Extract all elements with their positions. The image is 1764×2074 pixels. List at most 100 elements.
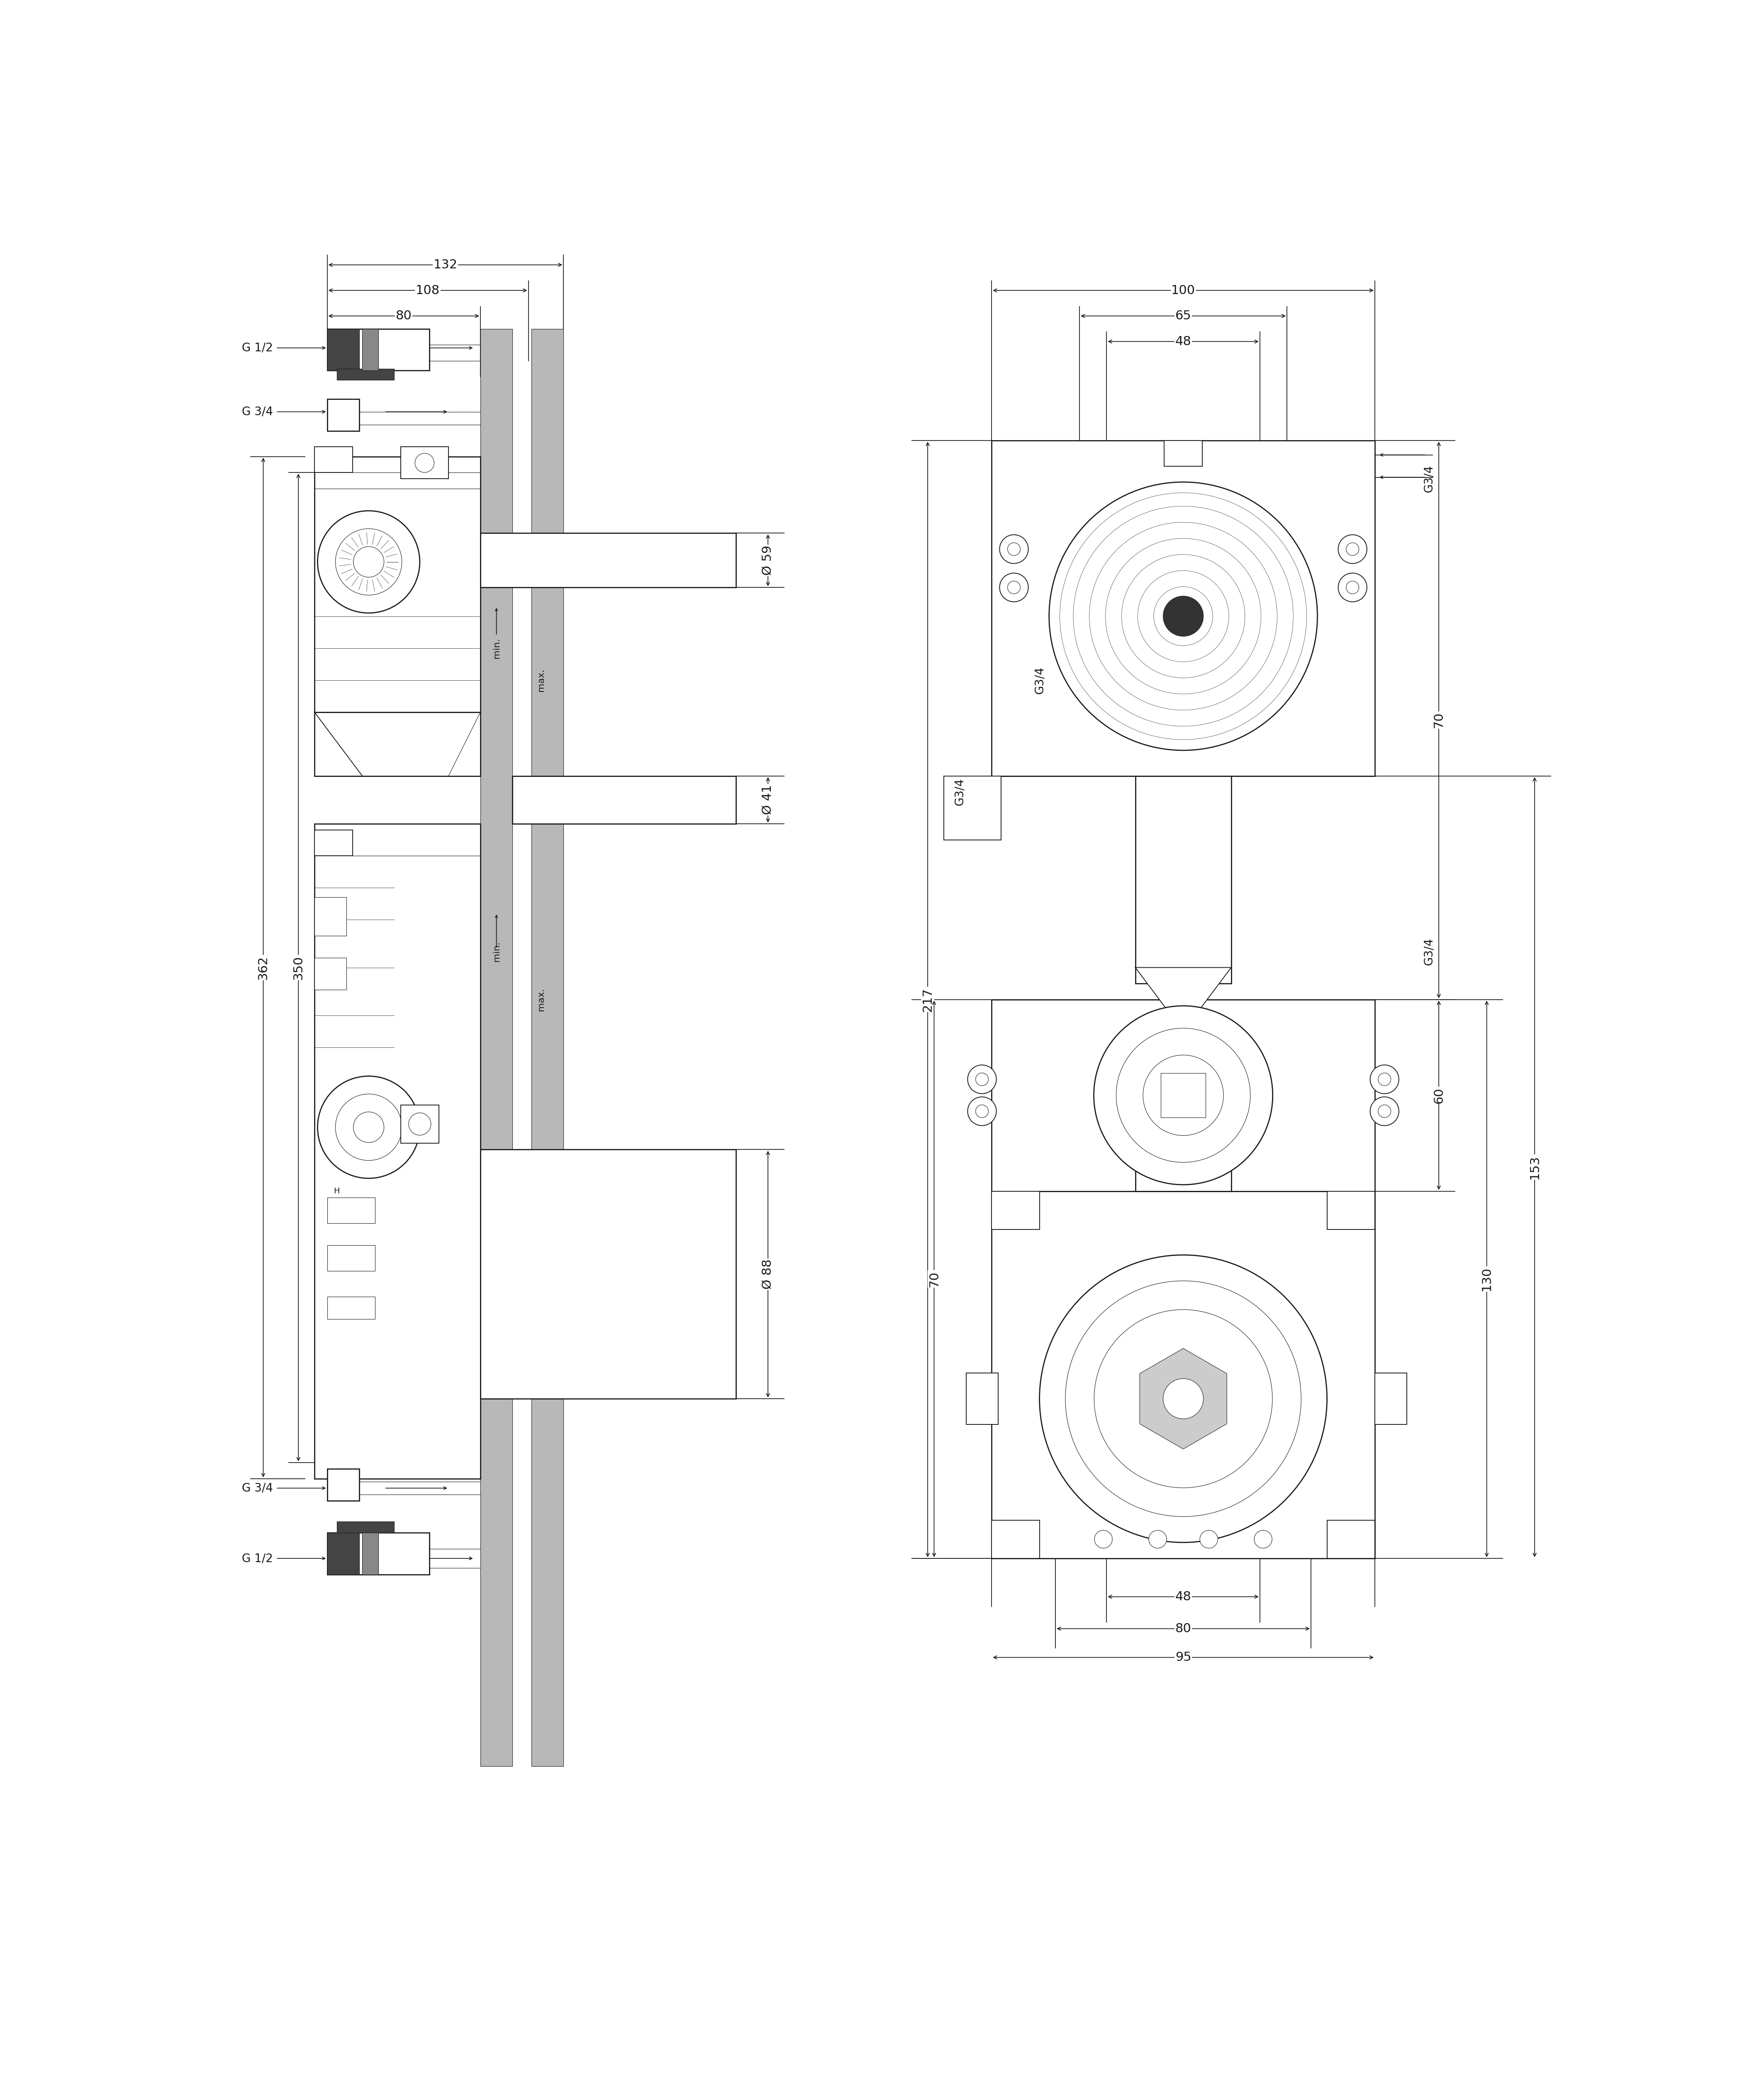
Bar	[1327, 1520, 1374, 1558]
Bar	[314, 711, 480, 776]
Bar	[480, 533, 736, 587]
Text: 95: 95	[1175, 1651, 1191, 1663]
Bar	[400, 446, 448, 479]
Circle shape	[1000, 535, 1028, 564]
Bar	[400, 446, 448, 479]
Circle shape	[1007, 581, 1020, 593]
Circle shape	[1254, 1531, 1272, 1547]
Bar	[326, 1197, 376, 1224]
Circle shape	[318, 510, 420, 614]
Text: G 1/2: G 1/2	[242, 342, 273, 355]
Bar	[991, 1520, 1039, 1558]
Text: H: H	[333, 1186, 340, 1195]
Text: G 3/4: G 3/4	[242, 1483, 273, 1493]
Text: max.: max.	[536, 987, 545, 1010]
Bar	[314, 958, 346, 989]
Bar	[326, 398, 360, 431]
Bar	[314, 456, 480, 711]
Text: 350: 350	[293, 956, 305, 979]
Text: 80: 80	[1175, 1622, 1191, 1634]
Circle shape	[353, 1112, 385, 1143]
Bar	[1161, 1072, 1205, 1118]
Text: 132: 132	[434, 259, 457, 272]
Bar	[1136, 1031, 1231, 1190]
Text: 100: 100	[1171, 284, 1196, 297]
Bar	[531, 328, 563, 1767]
Text: G3/4: G3/4	[1034, 666, 1046, 695]
Bar	[1374, 1373, 1408, 1425]
Circle shape	[335, 529, 402, 595]
Bar	[400, 1105, 439, 1143]
Polygon shape	[1140, 1348, 1226, 1450]
Circle shape	[1200, 1531, 1217, 1547]
Circle shape	[1007, 543, 1020, 556]
Circle shape	[1162, 1379, 1203, 1419]
Bar	[314, 823, 480, 1479]
Circle shape	[1371, 1097, 1399, 1126]
Circle shape	[975, 1105, 988, 1118]
Circle shape	[409, 1114, 430, 1134]
Circle shape	[335, 1093, 402, 1161]
Circle shape	[1050, 481, 1318, 751]
Bar	[967, 1373, 998, 1425]
Bar	[326, 330, 360, 371]
Circle shape	[975, 1072, 988, 1085]
Bar	[1327, 1190, 1374, 1230]
Text: 108: 108	[416, 284, 439, 297]
Circle shape	[1000, 572, 1028, 601]
Text: min.: min.	[492, 639, 501, 657]
Bar	[326, 1468, 360, 1502]
Text: 60: 60	[1432, 1087, 1445, 1103]
Circle shape	[1378, 1072, 1390, 1085]
Text: Ø 41: Ø 41	[762, 784, 774, 815]
Circle shape	[1346, 581, 1358, 593]
Polygon shape	[1136, 966, 1231, 1031]
Bar	[991, 440, 1374, 776]
Bar	[337, 1522, 393, 1533]
Bar	[326, 1533, 429, 1574]
Circle shape	[968, 1097, 997, 1126]
Text: 48: 48	[1175, 1591, 1191, 1603]
Text: G3/4: G3/4	[1424, 937, 1434, 964]
Bar	[314, 898, 346, 935]
Bar	[337, 369, 393, 380]
Bar	[326, 1296, 376, 1319]
Bar	[480, 1149, 736, 1398]
Text: 65: 65	[1175, 309, 1191, 321]
Bar	[326, 330, 429, 371]
Text: 130: 130	[1480, 1267, 1492, 1290]
Text: G 3/4: G 3/4	[242, 407, 273, 417]
Bar	[362, 330, 377, 371]
Circle shape	[1094, 1006, 1272, 1184]
Circle shape	[353, 548, 385, 577]
Bar	[314, 830, 353, 857]
Text: 48: 48	[1175, 336, 1191, 348]
Circle shape	[1162, 595, 1203, 637]
Bar	[326, 1244, 376, 1271]
Circle shape	[1148, 1531, 1166, 1547]
Bar	[1136, 776, 1231, 983]
Circle shape	[318, 1076, 420, 1178]
Text: Ø 88: Ø 88	[762, 1259, 774, 1290]
Text: min.: min.	[492, 942, 501, 962]
Text: G3/4: G3/4	[954, 778, 965, 805]
Circle shape	[1339, 572, 1367, 601]
Text: G3/4: G3/4	[1424, 465, 1434, 492]
Text: 153: 153	[1529, 1155, 1540, 1180]
Circle shape	[1346, 543, 1358, 556]
Bar	[480, 328, 512, 1767]
Circle shape	[1039, 1255, 1327, 1543]
Text: max.: max.	[536, 668, 545, 691]
Bar	[326, 1533, 360, 1574]
Text: 80: 80	[395, 309, 411, 321]
Bar	[362, 1533, 377, 1574]
Circle shape	[1094, 1531, 1113, 1547]
Bar	[314, 446, 353, 473]
Bar	[991, 1190, 1039, 1230]
Circle shape	[968, 1064, 997, 1093]
Text: 217: 217	[921, 987, 933, 1012]
Circle shape	[1378, 1105, 1390, 1118]
Bar	[944, 776, 1002, 840]
Circle shape	[1339, 535, 1367, 564]
Circle shape	[415, 454, 434, 473]
